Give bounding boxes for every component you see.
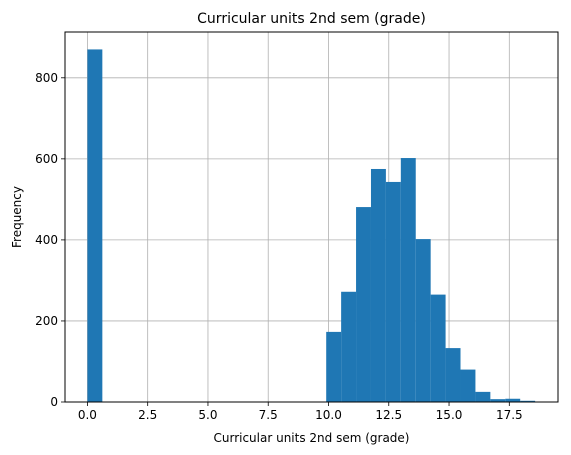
histogram-bar (475, 391, 491, 402)
histogram-bar (460, 369, 476, 402)
x-tick-label: 7.5 (259, 408, 278, 422)
x-tick-label: 17.5 (496, 408, 523, 422)
x-tick-label: 12.5 (375, 408, 402, 422)
x-tick-label: 5.0 (198, 408, 217, 422)
histogram-bar (400, 158, 416, 402)
histogram-bar (385, 181, 401, 402)
chart-title: Curricular units 2nd sem (grade) (197, 11, 426, 27)
y-tick-label: 0 (50, 395, 58, 409)
axes-frame (64, 31, 559, 403)
y-tick-label: 600 (35, 152, 58, 166)
histogram-bar (370, 168, 386, 402)
y-tick-label: 200 (35, 314, 58, 328)
histogram-bars (87, 49, 536, 403)
axis-ticks: 0.0 2.5 5.0 7.5 10.0 12.5 15.0 17.5 0 200 400 600 80… (35, 71, 523, 422)
x-tick-label: 0.0 (78, 408, 97, 422)
x-axis-title: Curricular units 2nd sem (grade) (213, 431, 409, 445)
histogram-bar (415, 239, 431, 402)
histogram-bar (490, 399, 506, 402)
histogram-bar (341, 291, 357, 402)
histogram-bar (505, 398, 521, 402)
histogram-bar (520, 400, 536, 402)
axes-border (64, 31, 559, 403)
y-tick-label: 400 (35, 233, 58, 247)
histogram-bar (430, 294, 446, 402)
histogram-bar (326, 331, 342, 402)
x-tick-label: 10.0 (315, 408, 342, 422)
y-axis-title: Frequency (10, 186, 24, 248)
histogram-bar (356, 207, 371, 402)
plot-area (65, 32, 558, 402)
y-tick-label: 800 (35, 71, 58, 85)
x-tick-label: 15.0 (436, 408, 463, 422)
x-tick-label: 2.5 (138, 408, 157, 422)
histogram-bar (87, 49, 103, 403)
histogram-bar (445, 348, 461, 402)
